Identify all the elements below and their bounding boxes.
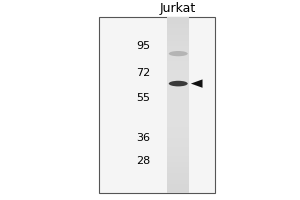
Bar bbox=[167, 63, 189, 65]
Bar bbox=[167, 21, 189, 24]
Bar bbox=[167, 127, 189, 129]
Text: 28: 28 bbox=[136, 156, 150, 166]
Ellipse shape bbox=[169, 81, 188, 86]
Bar bbox=[167, 167, 189, 169]
Bar bbox=[100, 17, 215, 193]
Bar bbox=[167, 17, 189, 193]
Bar bbox=[167, 147, 189, 149]
Bar bbox=[167, 57, 189, 59]
Bar bbox=[167, 74, 189, 76]
Bar bbox=[167, 156, 189, 158]
Bar bbox=[167, 134, 189, 136]
Ellipse shape bbox=[169, 51, 188, 56]
Bar bbox=[167, 48, 189, 50]
Bar bbox=[167, 32, 189, 35]
Bar bbox=[167, 94, 189, 96]
Bar bbox=[167, 164, 189, 167]
Bar bbox=[167, 136, 189, 138]
Bar bbox=[167, 109, 189, 112]
Bar bbox=[167, 123, 189, 125]
Bar bbox=[167, 184, 189, 186]
Bar bbox=[167, 175, 189, 178]
Polygon shape bbox=[191, 79, 203, 88]
Bar bbox=[167, 26, 189, 28]
Bar bbox=[167, 24, 189, 26]
Bar bbox=[167, 178, 189, 180]
Bar bbox=[167, 92, 189, 94]
Bar bbox=[167, 118, 189, 120]
Bar bbox=[167, 120, 189, 123]
Bar bbox=[167, 28, 189, 30]
Bar bbox=[167, 98, 189, 101]
Bar bbox=[167, 30, 189, 32]
Bar bbox=[167, 160, 189, 162]
Bar bbox=[167, 131, 189, 134]
Bar bbox=[167, 171, 189, 173]
Bar bbox=[167, 79, 189, 81]
Bar bbox=[167, 153, 189, 156]
Bar bbox=[167, 35, 189, 37]
Bar bbox=[167, 142, 189, 145]
Bar bbox=[167, 83, 189, 85]
Bar bbox=[167, 81, 189, 83]
Bar bbox=[167, 191, 189, 193]
Bar bbox=[167, 68, 189, 70]
Bar bbox=[167, 85, 189, 87]
Bar bbox=[167, 37, 189, 39]
Bar bbox=[167, 103, 189, 105]
Bar bbox=[167, 50, 189, 52]
Bar bbox=[167, 180, 189, 182]
Bar bbox=[167, 19, 189, 21]
Bar bbox=[167, 138, 189, 140]
Bar bbox=[167, 17, 189, 19]
Bar bbox=[167, 43, 189, 46]
Bar bbox=[167, 52, 189, 54]
Bar bbox=[167, 149, 189, 151]
Bar bbox=[167, 116, 189, 118]
Bar bbox=[167, 46, 189, 48]
Bar bbox=[167, 189, 189, 191]
Bar bbox=[167, 61, 189, 63]
Bar bbox=[167, 70, 189, 72]
Bar bbox=[167, 39, 189, 41]
Bar bbox=[167, 114, 189, 116]
Bar bbox=[167, 96, 189, 98]
Bar bbox=[167, 162, 189, 164]
Bar bbox=[167, 54, 189, 57]
Text: 36: 36 bbox=[136, 133, 150, 143]
Bar bbox=[167, 182, 189, 184]
Bar bbox=[167, 105, 189, 107]
Bar bbox=[167, 129, 189, 131]
Bar bbox=[167, 173, 189, 175]
Text: 95: 95 bbox=[136, 41, 150, 51]
Bar bbox=[167, 41, 189, 43]
Bar bbox=[167, 101, 189, 103]
Bar bbox=[167, 87, 189, 90]
Text: Jurkat: Jurkat bbox=[160, 2, 196, 15]
Text: 55: 55 bbox=[136, 93, 150, 103]
Bar bbox=[167, 59, 189, 61]
Bar bbox=[167, 112, 189, 114]
Bar bbox=[167, 72, 189, 74]
Bar bbox=[167, 158, 189, 160]
Bar bbox=[167, 169, 189, 171]
Bar bbox=[167, 90, 189, 92]
Bar bbox=[167, 65, 189, 68]
Bar bbox=[167, 125, 189, 127]
Text: 72: 72 bbox=[136, 68, 150, 78]
Bar bbox=[167, 151, 189, 153]
Bar bbox=[167, 186, 189, 189]
Bar bbox=[167, 76, 189, 79]
Bar bbox=[167, 140, 189, 142]
Bar bbox=[167, 145, 189, 147]
Bar bbox=[167, 107, 189, 109]
